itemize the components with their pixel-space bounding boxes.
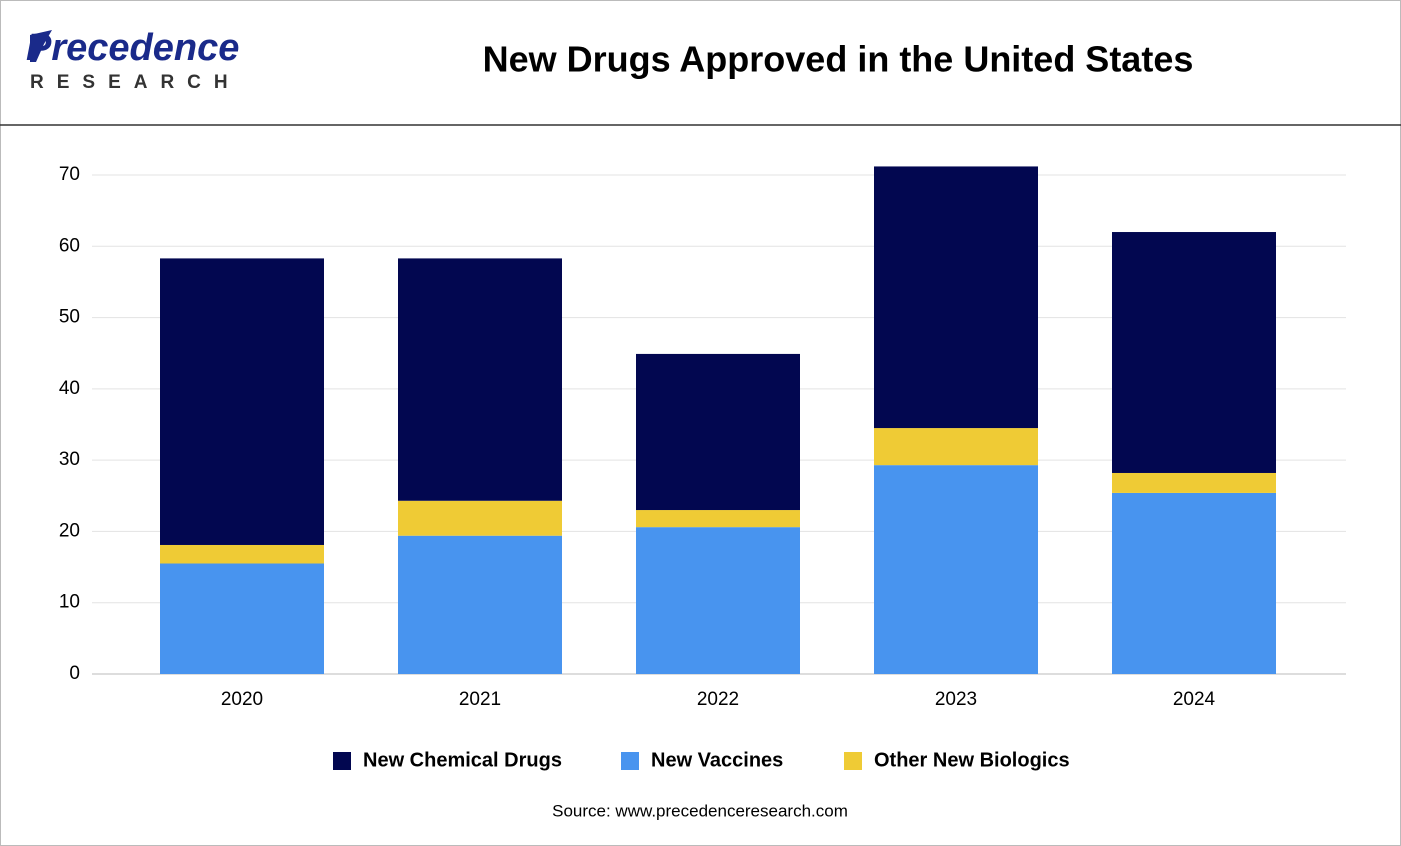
bar-segment [636, 353, 800, 511]
legend-swatch [621, 752, 639, 770]
x-tick-label: 2023 [935, 689, 977, 710]
bar-segment [398, 535, 562, 674]
y-tick-label: 50 [59, 307, 80, 328]
bar-segment [874, 465, 1038, 674]
bar-segment [160, 258, 324, 545]
bar-segment [160, 544, 324, 564]
chart-title: New Drugs Approved in the United States [483, 39, 1194, 80]
y-tick-label: 20 [59, 520, 80, 541]
y-tick-label: 40 [59, 378, 80, 399]
x-tick-label: 2021 [459, 689, 501, 710]
legend-swatch [333, 752, 351, 770]
bar-segment [1112, 232, 1276, 473]
legend-label: Other New Biologics [874, 749, 1070, 771]
bar-segment [160, 563, 324, 674]
bar-segment [398, 500, 562, 536]
y-tick-label: 30 [59, 449, 80, 470]
legend-label: New Vaccines [651, 749, 783, 771]
bar-segment [1112, 492, 1276, 674]
bar-segment [636, 527, 800, 674]
legend-label: New Chemical Drugs [363, 749, 562, 771]
bar-segment [874, 166, 1038, 429]
bar-segment [398, 258, 562, 501]
logo-name: Precedence [26, 27, 239, 69]
bar-segment [636, 510, 800, 528]
legend-swatch [844, 752, 862, 770]
x-tick-label: 2022 [697, 689, 739, 710]
y-tick-label: 10 [59, 592, 80, 613]
x-tick-label: 2020 [221, 689, 263, 710]
y-tick-label: 70 [59, 164, 80, 185]
bar-segment [874, 428, 1038, 466]
y-tick-label: 60 [59, 235, 80, 256]
logo-tagline: RESEARCH [30, 72, 241, 93]
x-tick-label: 2024 [1173, 689, 1216, 710]
source: Source: www.precedenceresearch.com [552, 801, 848, 820]
y-tick-label: 0 [69, 663, 80, 684]
bar-segment [1112, 472, 1276, 493]
logo-mark [30, 30, 52, 62]
